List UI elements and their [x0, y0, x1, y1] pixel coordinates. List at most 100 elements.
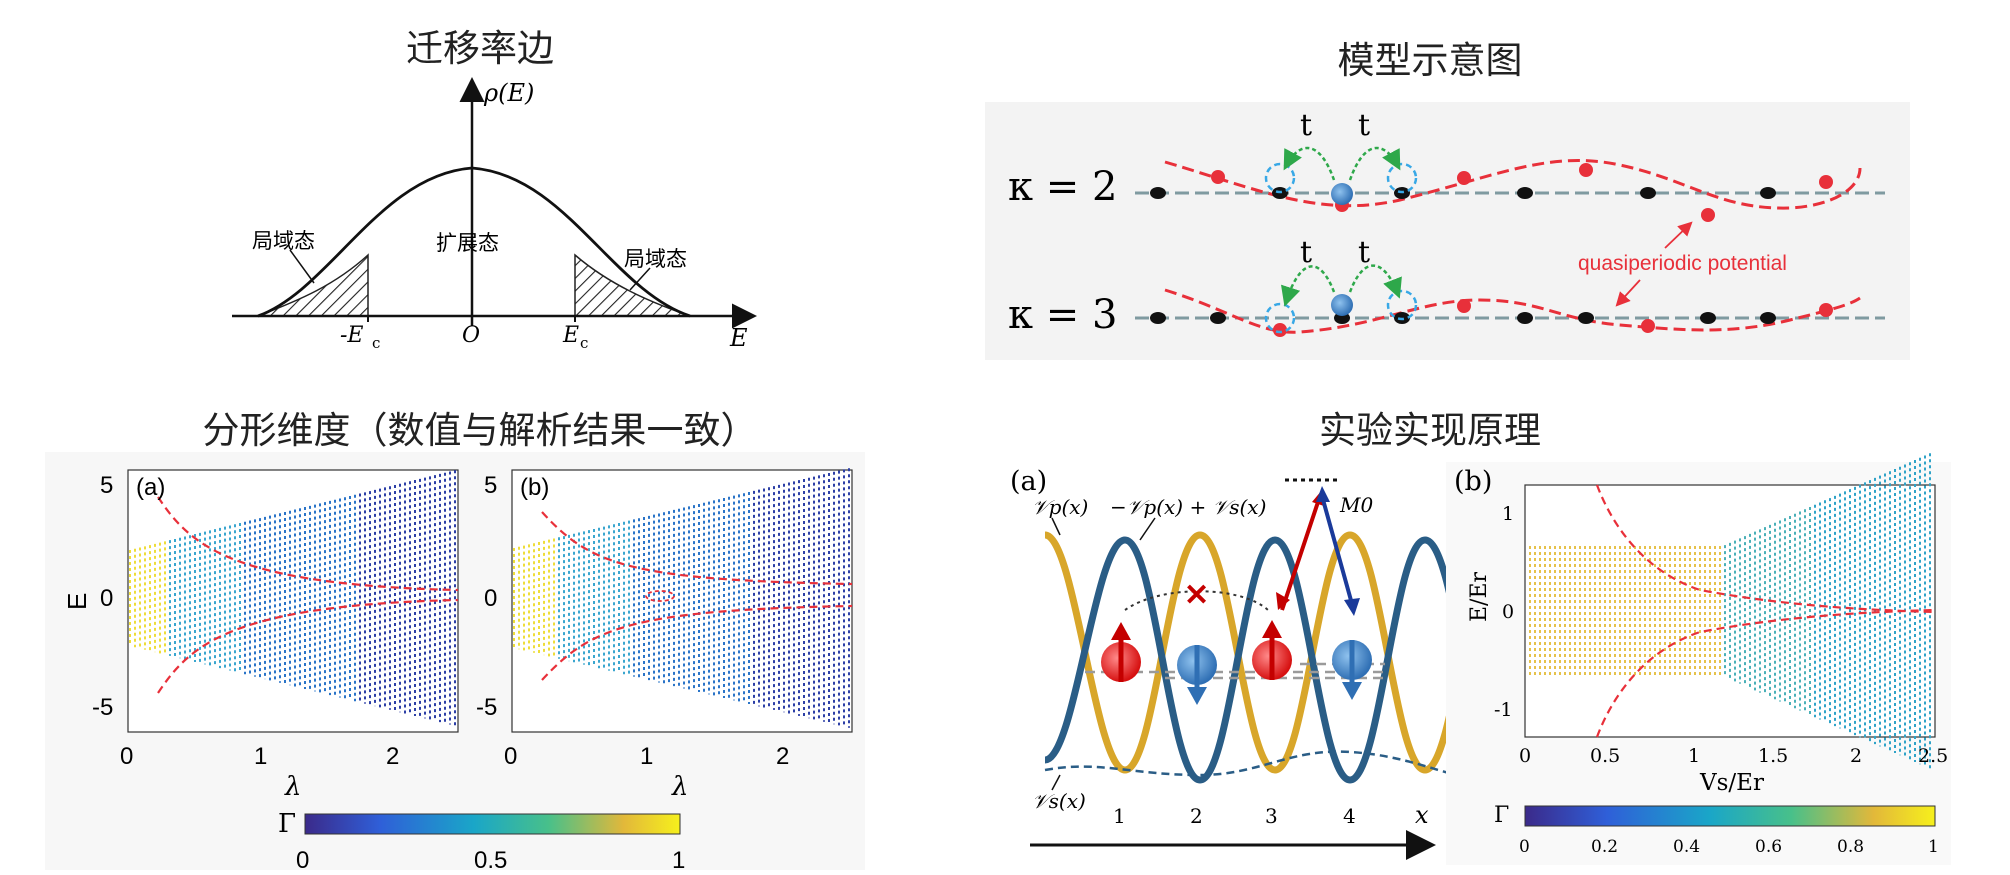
atom-site-4 — [1332, 640, 1372, 700]
a-xtick-0: 0 — [120, 743, 133, 770]
fractal-cbar-label: Γ — [278, 809, 296, 839]
raman-blue — [1320, 495, 1354, 605]
exp-cbar-tick-06: 0.6 — [1755, 837, 1782, 857]
exp-cbar-tick-02: 0.2 — [1591, 837, 1618, 857]
exp-ytick-1: 1 — [1502, 503, 1514, 525]
exp-xtick-25: 2.5 — [1918, 745, 1948, 767]
forbidden-mark: ✕ — [1184, 579, 1209, 612]
exp-cbar-tick-0: 0 — [1519, 837, 1530, 857]
exp-xtick-15: 1.5 — [1758, 745, 1788, 767]
exp-xtick-0: 0 — [1519, 745, 1531, 767]
b-xlabel: λ — [671, 772, 688, 802]
title-mobility-edge: 迁移率边 — [406, 27, 554, 70]
left-state-label: 局域态 — [252, 229, 315, 253]
exp-b-tag: (b) — [1454, 466, 1492, 497]
atom-site-2 — [1177, 645, 1217, 705]
atom-site-1 — [1101, 622, 1141, 682]
exp-cbar-tick-04: 0.4 — [1673, 837, 1700, 857]
panel-b-spectrum — [513, 468, 850, 728]
hopping-arrows — [1281, 146, 1402, 307]
a-xtick-1: 1 — [254, 743, 267, 770]
site-2: 2 — [1190, 804, 1203, 828]
pos-edge-label: E — [562, 323, 579, 348]
a-xtick-2: 2 — [386, 743, 399, 770]
fractal-panels: (a) (b) 5 0 -5 E 5 0 -5 0 1 2 0 1 2 λ λ … — [45, 452, 865, 874]
title-model: 模型示意图 — [1337, 39, 1523, 82]
hop-label-1: t — [1300, 108, 1312, 143]
neg-edge-label: -E — [340, 323, 364, 348]
site-4: 4 — [1343, 804, 1356, 828]
fractal-cbar-tick-0: 0 — [296, 847, 309, 874]
x-axis-label: x — [1415, 801, 1429, 829]
exp-xtick-05: 0.5 — [1590, 745, 1620, 767]
fractal-cbar-tick-1: 1 — [672, 847, 685, 874]
center-state-label: 扩展态 — [436, 231, 499, 255]
panel-b-tag: (b) — [520, 474, 549, 501]
exp-ylabel: E/Er — [1467, 571, 1492, 622]
title-experiment: 实验实现原理 — [1319, 409, 1541, 452]
energy-label: E — [729, 324, 748, 352]
panel-a-frame — [127, 469, 459, 733]
a-xlabel: λ — [284, 772, 301, 802]
dos-curve — [257, 166, 691, 318]
kappa-2-label: κ = 2 — [1008, 164, 1117, 210]
potential-dots-k3 — [1273, 299, 1833, 337]
forbidden-hop — [1124, 590, 1269, 611]
exp-b-spectrum — [1529, 453, 1931, 769]
exp-xlabel: Vs/Er — [1699, 770, 1764, 796]
panel-a-spectrum — [129, 470, 456, 726]
dos-label: ρ(E) — [483, 79, 534, 107]
potential-k3 — [1164, 288, 1861, 334]
hop-label-4: t — [1358, 235, 1370, 270]
potential-label: quasiperiodic potential — [1578, 252, 1787, 275]
atom-k2 — [1331, 183, 1353, 205]
hop-label-3: t — [1300, 235, 1312, 270]
neg-edge-sub: c — [372, 334, 380, 352]
atom-k3 — [1331, 294, 1353, 316]
exp-xtick-1: 1 — [1688, 745, 1700, 767]
exp-ytick-0: 0 — [1502, 601, 1514, 623]
exp-cbar-tick-1: 1 — [1928, 837, 1939, 857]
a-ytick-neg5: -5 — [92, 694, 113, 721]
b-xtick-2: 2 — [776, 743, 789, 770]
origin-label: O — [462, 323, 480, 348]
b-xtick-0: 0 — [504, 743, 517, 770]
site-3: 3 — [1265, 804, 1278, 828]
exp-colorbar — [1524, 805, 1936, 827]
right-state-label: 局域态 — [624, 247, 687, 271]
edge-curve-b-bottom — [541, 604, 853, 681]
title-fractal: 分形维度（数值与解析结果一致） — [202, 409, 758, 452]
exp-cbar-tick-08: 0.8 — [1837, 837, 1864, 857]
kappa-3-label: κ = 3 — [1008, 292, 1117, 338]
exp-cbar-label: Γ — [1494, 803, 1509, 828]
b-ytick-neg5: -5 — [476, 694, 497, 721]
b-xtick-1: 1 — [640, 743, 653, 770]
exp-ytick-neg1: -1 — [1494, 699, 1513, 721]
a-ytick-0: 0 — [100, 585, 113, 612]
a-ylabel: E — [62, 593, 92, 610]
potential-k2 — [1164, 159, 1862, 210]
combo-label: −𝒱p(x) + 𝒱s(x) — [1110, 495, 1266, 519]
atom-site-3 — [1252, 620, 1292, 680]
b-ytick-5: 5 — [484, 472, 497, 499]
exp-edge-top — [1595, 484, 1936, 614]
panel-a-tag: (a) — [136, 474, 165, 501]
fractal-colorbar — [304, 813, 681, 835]
edge-curve-b-top — [541, 511, 853, 586]
mobility-edge-diagram: ρ(E) E O -E c E c 局域态 扩展态 局域态 — [232, 77, 757, 352]
hop-label-2: t — [1358, 108, 1370, 143]
exp-xtick-2: 2 — [1850, 745, 1862, 767]
fractal-cbar-tick-05: 0.5 — [474, 847, 507, 874]
lattice-sites-k2 — [1150, 187, 1776, 199]
exp-edge-bottom — [1595, 608, 1936, 738]
vp-label: 𝒱p(x) — [1032, 495, 1088, 519]
b-ytick-0: 0 — [484, 585, 497, 612]
pos-edge-sub: c — [580, 334, 588, 352]
exp-a-tag: (a) — [1010, 466, 1047, 497]
target-rings — [1264, 162, 1418, 334]
vs-label: 𝒱s(x) — [1032, 789, 1086, 813]
raman-red — [1280, 501, 1320, 611]
edge-loop-b — [645, 590, 675, 602]
model-schematic: κ = 2 κ = 3 — [985, 102, 1910, 360]
m0-label: M0 — [1339, 493, 1373, 517]
